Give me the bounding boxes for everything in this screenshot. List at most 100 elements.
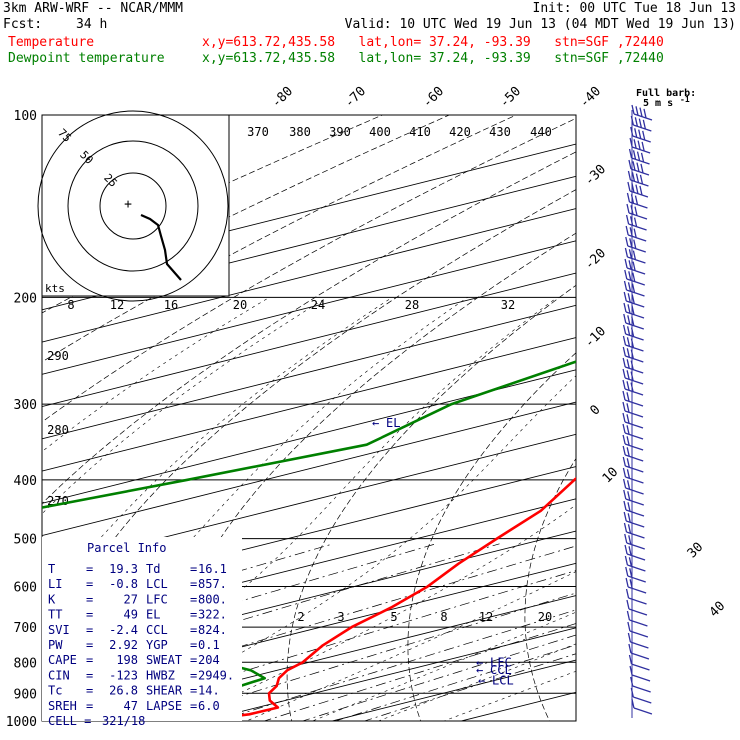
wind-barb	[622, 390, 644, 407]
barb-flag	[639, 174, 644, 185]
barb-shaft	[626, 542, 645, 550]
barb-flag	[622, 335, 627, 346]
barb-flag	[636, 151, 641, 161]
pressure-label: 100	[14, 109, 37, 124]
parcel-field-name: TT	[48, 608, 62, 622]
parcel-field-value: -123	[109, 668, 138, 682]
isotherm-line	[201, 627, 576, 721]
parcel-field-name: T	[48, 562, 55, 576]
wind-barb	[622, 423, 644, 440]
theta-label: 280	[47, 423, 69, 437]
barb-shaft	[631, 146, 651, 154]
barb-flag	[627, 491, 631, 501]
barb-shaft	[629, 630, 649, 638]
parcel-field-name: SWEAT	[146, 653, 182, 667]
pressure-label: 300	[14, 398, 37, 413]
init-time: Init: 00 UTC Tue 18 Jun 13	[532, 1, 737, 16]
barb-flag	[625, 588, 630, 599]
parcel-equals: =	[190, 592, 197, 606]
parcel-field-name: CCL	[146, 623, 168, 637]
barb-flag	[622, 478, 627, 489]
barb-flag	[623, 522, 628, 533]
wind-barb	[622, 357, 644, 374]
theta-e-label: 390	[329, 125, 351, 139]
barb-shaft	[624, 410, 644, 418]
barb-flag	[632, 161, 636, 171]
barb-flag	[627, 502, 631, 512]
parcel-field-value: 800.	[198, 592, 227, 606]
barb-flag	[626, 436, 630, 446]
barb-flag	[635, 173, 640, 183]
barb-flag	[626, 359, 630, 369]
barb-flag	[626, 599, 630, 610]
barb-flag	[627, 293, 631, 303]
barb-flag	[638, 118, 642, 128]
barb-shaft	[630, 652, 650, 660]
barb-shaft	[626, 300, 645, 308]
parcel-equals: =	[86, 577, 93, 591]
valid-time: Valid: 10 UTC Wed 19 Jun 13 (04 MDT Wed …	[344, 17, 736, 32]
pressure-label: 700	[14, 621, 37, 636]
barb-flag	[631, 172, 636, 182]
wind-barb	[622, 401, 644, 418]
barb-flag	[628, 260, 632, 270]
wind-barb	[624, 533, 645, 550]
parcel-equals: =	[86, 699, 93, 713]
parcel-panel-bg	[42, 537, 242, 721]
mixing-ratio-label: 24	[311, 298, 325, 312]
barb-shaft	[624, 454, 644, 462]
barb-flag	[623, 302, 627, 313]
barb-shaft	[625, 311, 645, 319]
barb-flag	[628, 249, 633, 259]
theta-e-label: 400	[369, 125, 391, 139]
isotherm-line	[42, 304, 576, 440]
right-temp-label: 10	[600, 465, 622, 487]
parcel-field-value: 824.	[198, 623, 227, 637]
mixing-ratio-label: 8	[67, 298, 74, 312]
barb-shaft	[631, 674, 651, 682]
barb-flag	[627, 181, 631, 192]
barb-flag	[633, 239, 637, 249]
parcel-field-value: 49	[124, 608, 138, 622]
parcel-field-value: 204	[198, 653, 220, 667]
barb-flag	[631, 294, 635, 304]
pressure-label: 900	[14, 687, 37, 702]
pressure-label: 200	[14, 291, 37, 306]
barb-flag	[622, 401, 626, 412]
barb-shaft	[626, 267, 646, 275]
barb-shaft	[627, 234, 647, 242]
barb-shaft	[633, 124, 652, 132]
barb-flag	[626, 381, 630, 391]
barb-flag	[627, 632, 632, 643]
barb-shaft	[633, 113, 653, 121]
parcel-field-name: YGP	[146, 638, 168, 652]
wind-barb	[622, 346, 644, 363]
barb-shaft	[633, 707, 653, 715]
parcel-field-value: 2.92	[109, 638, 138, 652]
wind-barb	[622, 368, 644, 385]
barb-flag	[628, 148, 633, 159]
barb-flag	[624, 533, 628, 544]
parcel-equals: =	[190, 668, 197, 682]
temperature-legend: Temperature	[8, 35, 95, 50]
mixing-ratio-label: 3	[337, 610, 344, 624]
barb-flag	[622, 434, 626, 445]
barb-flag	[626, 326, 631, 336]
barb-flag	[625, 566, 629, 577]
mixing-ratio-label: 32	[501, 298, 515, 312]
barb-flag	[625, 214, 630, 225]
barb-flag	[639, 185, 643, 196]
barb-flag	[628, 159, 632, 170]
top-temp-label: -60	[420, 84, 447, 111]
barb-flag	[624, 247, 629, 258]
barb-flag	[638, 129, 642, 139]
barb-flag	[626, 392, 630, 402]
theta-e-label: 380	[289, 125, 311, 139]
barb-shaft	[625, 465, 644, 473]
barb-flag	[628, 654, 633, 665]
barb-shaft	[624, 432, 644, 440]
wind-barb	[625, 588, 647, 605]
parcel-field-value: 16.1	[198, 562, 227, 576]
barb-shaft	[631, 157, 650, 165]
right-temp-label: 40	[707, 599, 729, 621]
